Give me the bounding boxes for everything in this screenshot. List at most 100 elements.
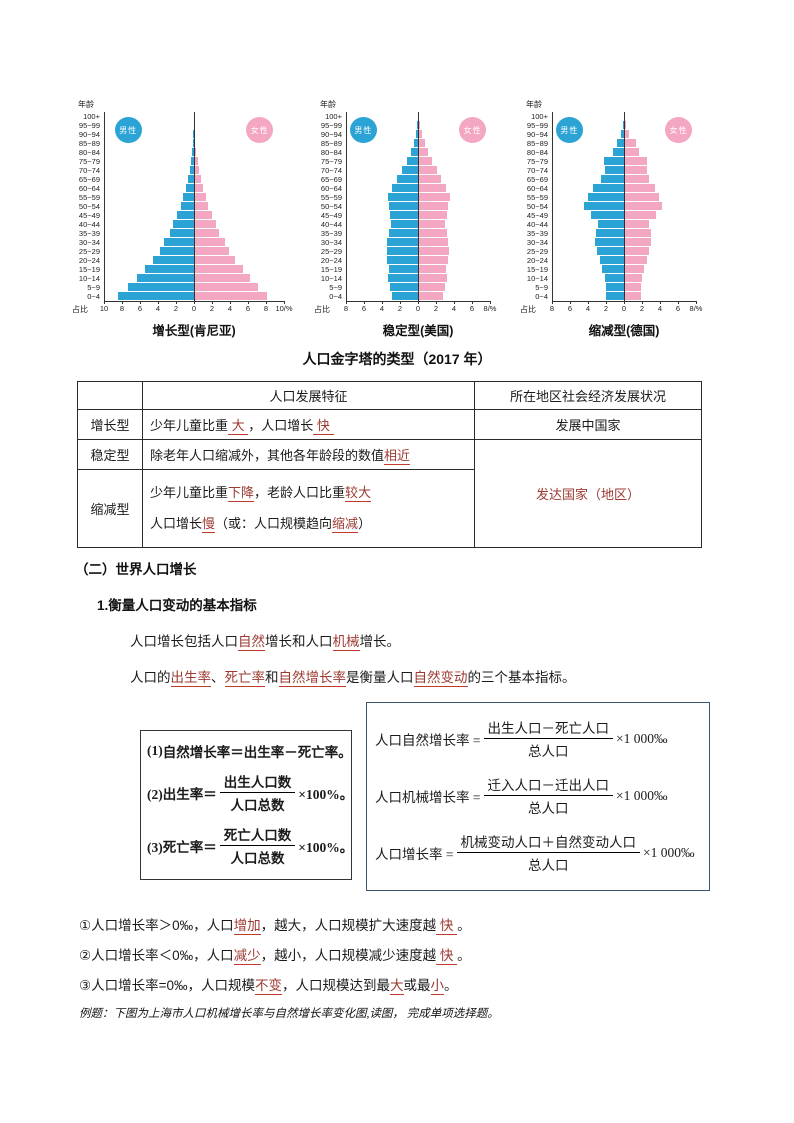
x-tick-label: 0 (415, 304, 421, 313)
male-bar (173, 220, 194, 228)
age-axis-line (552, 112, 553, 301)
female-bar (418, 166, 437, 174)
plain-text: ，越小，人口规模减少速度越 (260, 948, 437, 963)
female-bar (624, 283, 642, 291)
male-bar (137, 274, 194, 282)
x-tick-label: 2 (173, 304, 179, 313)
pyramid-title: 增长型(肯尼亚) (152, 324, 236, 338)
x-axis-tick (570, 301, 571, 304)
age-tick-label: 75~79 (78, 157, 100, 166)
plain-text: 增长和人口 (265, 634, 333, 649)
pyramid-plot: 年龄 100+ 95~99 90~94 85~89 80~84 75~79 70~74 65~6… (516, 98, 722, 314)
pyramid-center-axis (194, 112, 195, 301)
x-axis-tick (472, 301, 473, 304)
plain-text: ，越大，人口规模扩大速度越 (260, 918, 437, 933)
age-tick-label: 40~44 (78, 220, 100, 229)
pyramid-charts-row: 年龄 100+ 95~99 90~94 85~89 80~84 75~79 70~74 65~6… (68, 98, 794, 339)
age-tick-label: 80~84 (320, 148, 342, 157)
age-tick-label: 5~9 (535, 283, 548, 292)
female-bar (624, 274, 642, 282)
pyramid-plot: 年龄 100+ 95~99 90~94 85~89 80~84 75~79 70~74 65~6… (310, 98, 516, 314)
male-bar (388, 274, 418, 282)
male-bar (192, 148, 194, 156)
plain-text: 人口的 (130, 670, 171, 685)
formula-lhs: 人口自然增长率 = (375, 732, 481, 748)
x-tick-label: 6 (361, 304, 367, 313)
female-bar (624, 193, 660, 201)
fraction-numerator: 出生人口－死亡人口 (483, 717, 613, 739)
formula-box-rates: (1) 自然增长率＝出生率－死亡率。 (2)出生率＝ 出生人口数 人口总数 ×100%。(… (140, 730, 353, 880)
age-tick-label: 65~69 (78, 175, 100, 184)
female-bar (418, 157, 432, 165)
male-bar (164, 238, 194, 246)
male-bar (187, 175, 194, 183)
male-bar (387, 256, 418, 264)
x-tick-label: 8 (263, 304, 269, 313)
plain-text: 人口增长 (150, 516, 203, 531)
male-bar (128, 283, 194, 291)
age-tick-label: 95~99 (320, 121, 342, 130)
male-badge: 男性 (349, 117, 377, 143)
male-bar (613, 148, 624, 156)
highlighted-text: 减少 (233, 948, 261, 965)
age-tick-label: 50~54 (526, 202, 548, 211)
x-axis-tick (284, 301, 285, 304)
female-bar (418, 220, 445, 228)
x-tick-label: 0 (191, 304, 197, 313)
highlighted-text: 机械 (332, 634, 360, 651)
female-bar (418, 274, 447, 282)
x-axis-tick (140, 301, 141, 304)
age-axis-line (346, 112, 347, 301)
male-bar (193, 139, 194, 147)
pyramid-chart-germany: 年龄 100+ 95~99 90~94 85~89 80~84 75~79 70~74 65~6… (516, 98, 722, 339)
pct-axis-label: 占比 (314, 305, 330, 314)
highlighted-text: 小 (430, 978, 444, 995)
highlighted-text: 较大 (345, 485, 372, 502)
male-bar (391, 184, 418, 192)
fraction: 迁入人口－迁出人口 总人口 (483, 774, 613, 817)
age-tick-label: 45~49 (320, 211, 342, 220)
female-badge: 女性 (246, 117, 274, 143)
table-row-shrinking: 缩减型 少年儿童比重下降，老龄人口比重较大 人口增长慢（或：人口规模趋向缩减） (77, 469, 702, 548)
female-bar (194, 229, 220, 237)
plain-text: ②人口增长率＜0‰，人口 (79, 948, 234, 963)
female-bar (418, 139, 426, 147)
female-bar (624, 238, 651, 246)
feature-line-2: 人口增长慢（或：人口规模趋向缩减） (150, 512, 467, 536)
male-bar (391, 292, 418, 300)
x-tick-label: 4 (585, 304, 591, 313)
x-axis-tick (678, 301, 679, 304)
plain-text: ，人口规模达到最 (282, 978, 390, 993)
age-axis-label: 年龄 (320, 100, 336, 109)
plain-text: 。 (457, 918, 471, 933)
female-bar (194, 274, 250, 282)
x-axis-tick (212, 301, 213, 304)
highlighted-text: 缩减 (332, 516, 359, 533)
age-tick-label: 90~94 (526, 130, 548, 139)
age-tick-label: 5~9 (87, 283, 100, 292)
age-tick-label: 15~19 (320, 265, 342, 274)
age-tick-label: 10~14 (320, 274, 342, 283)
formula-body: 自然增长率＝出生率－死亡率。 (162, 745, 352, 760)
x-axis-tick (696, 301, 697, 304)
age-axis-label: 年龄 (78, 100, 94, 109)
x-axis-tick (364, 301, 365, 304)
formula-suffix: ×100%。 (298, 839, 354, 855)
x-axis-tick (248, 301, 249, 304)
female-bar (624, 265, 644, 273)
male-bar (605, 274, 624, 282)
male-bar (621, 130, 624, 138)
formula-line: 人口机械增长率 = 迁入人口－迁出人口 总人口 ×1 000‰ (375, 774, 701, 817)
x-tick-label: 10/% (275, 304, 293, 313)
pct-axis-label: 占比 (72, 305, 88, 314)
highlighted-text: 自然变动 (413, 670, 468, 687)
age-tick-label: 80~84 (78, 148, 100, 157)
age-tick-label: 85~89 (320, 139, 342, 148)
age-axis-line (104, 112, 105, 301)
x-tick-label: 8 (343, 304, 349, 313)
fraction-numerator: 机械变动人口＋自然变动人口 (456, 831, 640, 853)
formula-line: (3)死亡率＝ 死亡人口数 人口总数 ×100%。 (147, 824, 353, 867)
figure-caption: 人口金字塔的类型（2017 年） (302, 351, 492, 367)
plain-text: 。 (457, 948, 471, 963)
formula-box-growth-rates: 人口自然增长率 = 出生人口－死亡人口 总人口 ×1 000‰ 人口机械增长率 = … (366, 702, 710, 891)
